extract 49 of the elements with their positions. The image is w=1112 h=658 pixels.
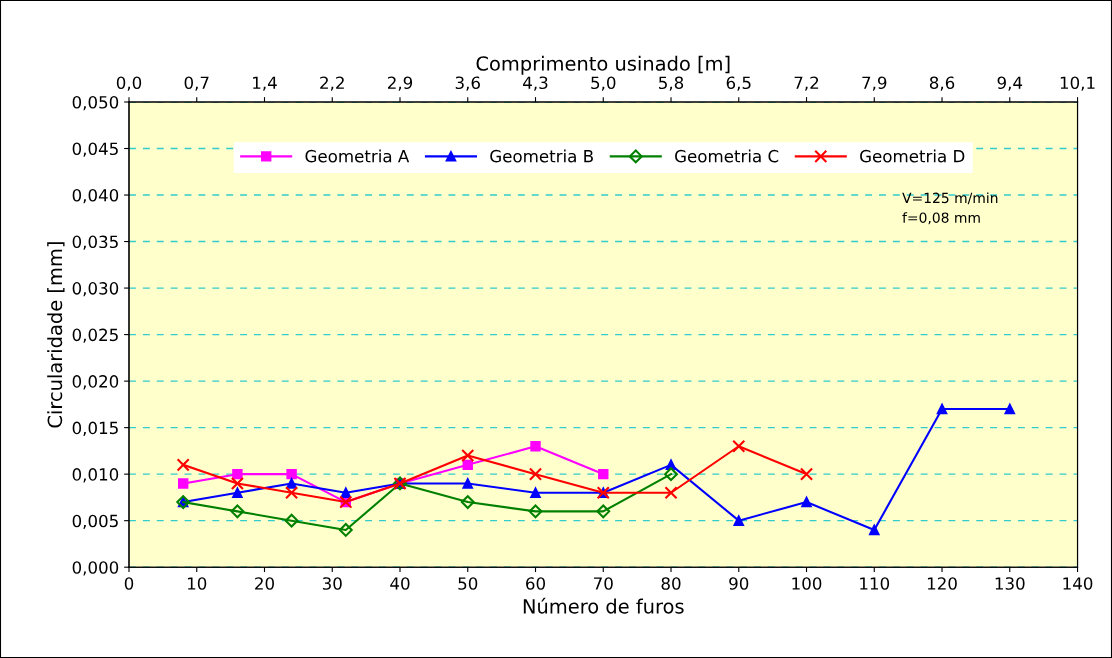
x2-tick-label: 4,3 <box>523 76 548 91</box>
x-tick-label: 50 <box>458 577 478 590</box>
x2-tick-label: 0,7 <box>184 76 209 91</box>
x2-tick-label: 3,6 <box>455 76 480 91</box>
y-tick-label: 0,005 <box>72 514 118 529</box>
x-tick-label: 60 <box>526 577 545 590</box>
y-tick-label: 0,010 <box>72 468 119 483</box>
x-tick-label: 80 <box>661 577 681 590</box>
x2-axis-title: Comprimento usinado [m] <box>476 55 730 75</box>
x-tick-label: 140 <box>1063 577 1093 590</box>
x-tick-label: 10 <box>187 577 207 590</box>
x2-tick-label: 5,8 <box>659 76 684 91</box>
x2-tick-label: 8,6 <box>929 76 955 91</box>
y-tick-label: 0,045 <box>72 142 118 157</box>
x-axis-title: Número de furos <box>523 597 684 614</box>
x2-tick-label: 1,4 <box>253 76 277 91</box>
annotation: V=125 m/min f=0,08 mm <box>902 192 998 225</box>
x2-tick-label: 5,0 <box>591 76 616 91</box>
x2-tick-label: 0,0 <box>116 76 142 91</box>
y-tick-label: 0,025 <box>72 328 118 343</box>
x-tick-label: 100 <box>792 577 822 590</box>
x2-tick-label: 7,9 <box>862 76 887 91</box>
x2-tick-label: 9,4 <box>997 76 1023 91</box>
legend-label: Geometria C <box>675 149 779 163</box>
y-tick-label: 0,015 <box>72 421 118 436</box>
x-tick-label: 0 <box>124 577 134 590</box>
legend-label: Geometria A <box>305 149 410 163</box>
x2-tick-label: 2,9 <box>387 76 413 91</box>
x-tick-label: 110 <box>860 577 890 590</box>
x-tick-label: 30 <box>322 577 342 590</box>
x-tick-label: 130 <box>995 577 1025 590</box>
x2-tick-label: 7,2 <box>794 76 819 91</box>
x-tick-label: 40 <box>390 577 410 590</box>
y-tick-label: 0,035 <box>72 235 118 250</box>
x2-tick-label: 2,2 <box>320 76 344 91</box>
y-axis-title: Circularidade [mm] <box>47 242 65 428</box>
x-tick-label: 20 <box>255 577 274 590</box>
y-tick-label: 0,020 <box>72 375 119 390</box>
y-tick-label: 0,040 <box>72 188 119 204</box>
x-tick-label: 70 <box>594 577 613 590</box>
x2-tick-label: 10,1 <box>1060 76 1095 91</box>
y-tick-label: 0,030 <box>72 282 119 297</box>
x2-tick-label: 6,5 <box>726 76 751 91</box>
y-tick-label: 0,050 <box>72 95 119 111</box>
legend-label: Geometria B <box>490 149 593 163</box>
x-tick-label: 90 <box>729 577 749 590</box>
x-tick-label: 120 <box>927 577 957 590</box>
legend-label: Geometria D <box>860 149 965 163</box>
y-tick-label: 0,000 <box>72 561 119 576</box>
